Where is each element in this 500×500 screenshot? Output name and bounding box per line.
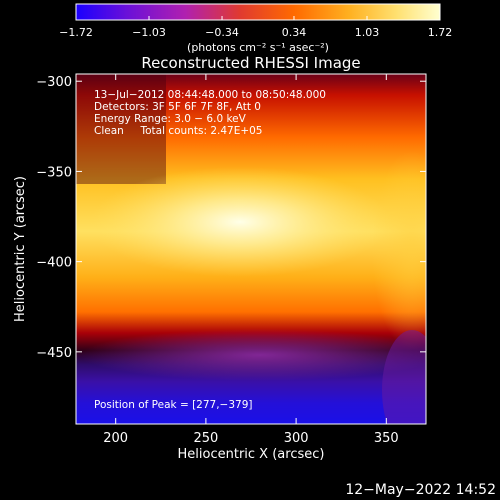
colorbar-units-label: (photons cm⁻² s⁻¹ asec⁻²): [187, 41, 329, 54]
x-axis-ticks: 200 250 300 350: [103, 74, 399, 446]
x-axis-label: Heliocentric X (arcsec): [178, 447, 325, 462]
annotation-time-range: 13−Jul−2012 08:44:48.000 to 08:50:48.000: [94, 89, 326, 101]
colorbar-tick-label: 0.34: [282, 26, 307, 39]
y-tick-label: −450: [36, 346, 72, 361]
heatmap-image: [76, 74, 426, 424]
x-tick-label: 200: [103, 431, 128, 446]
footer-date: 12−May−2022 14:52: [345, 482, 496, 498]
x-tick-label: 300: [284, 431, 309, 446]
y-axis-ticks: −300 −350 −400 −450: [36, 75, 426, 361]
y-axis-label: Heliocentric Y (arcsec): [13, 176, 28, 322]
colorbar-tick-label: 1.03: [355, 26, 380, 39]
colorbar-tick-label: −0.34: [205, 26, 239, 39]
x-tick-label: 350: [374, 431, 399, 446]
colorbar-tick-label: −1.03: [132, 26, 166, 39]
annotation-detectors: Detectors: 3F 5F 6F 7F 8F, Att 0: [94, 101, 261, 113]
peak-glow: [90, 167, 390, 277]
colorbar-ticks: −1.72 −1.03 −0.34 0.34 1.03 1.72: [59, 16, 452, 39]
chart-title: Reconstructed RHESSI Image: [141, 54, 360, 72]
colorbar-tick-label: −1.72: [59, 26, 93, 39]
y-tick-label: −400: [36, 256, 72, 271]
peak-position-label: Position of Peak = [277,−379]: [94, 399, 253, 411]
annotation-energy-range: Energy Range: 3.0 − 6.0 keV: [94, 113, 247, 125]
y-tick-label: −300: [36, 75, 72, 90]
colorbar: [75, 3, 441, 21]
annotation-clean-counts: Clean Total counts: 2.47E+05: [94, 125, 263, 137]
plot-frame: [75, 73, 427, 425]
x-tick-label: 250: [193, 431, 218, 446]
colorbar-tick-label: 1.72: [428, 26, 453, 39]
y-tick-label: −350: [36, 165, 72, 180]
